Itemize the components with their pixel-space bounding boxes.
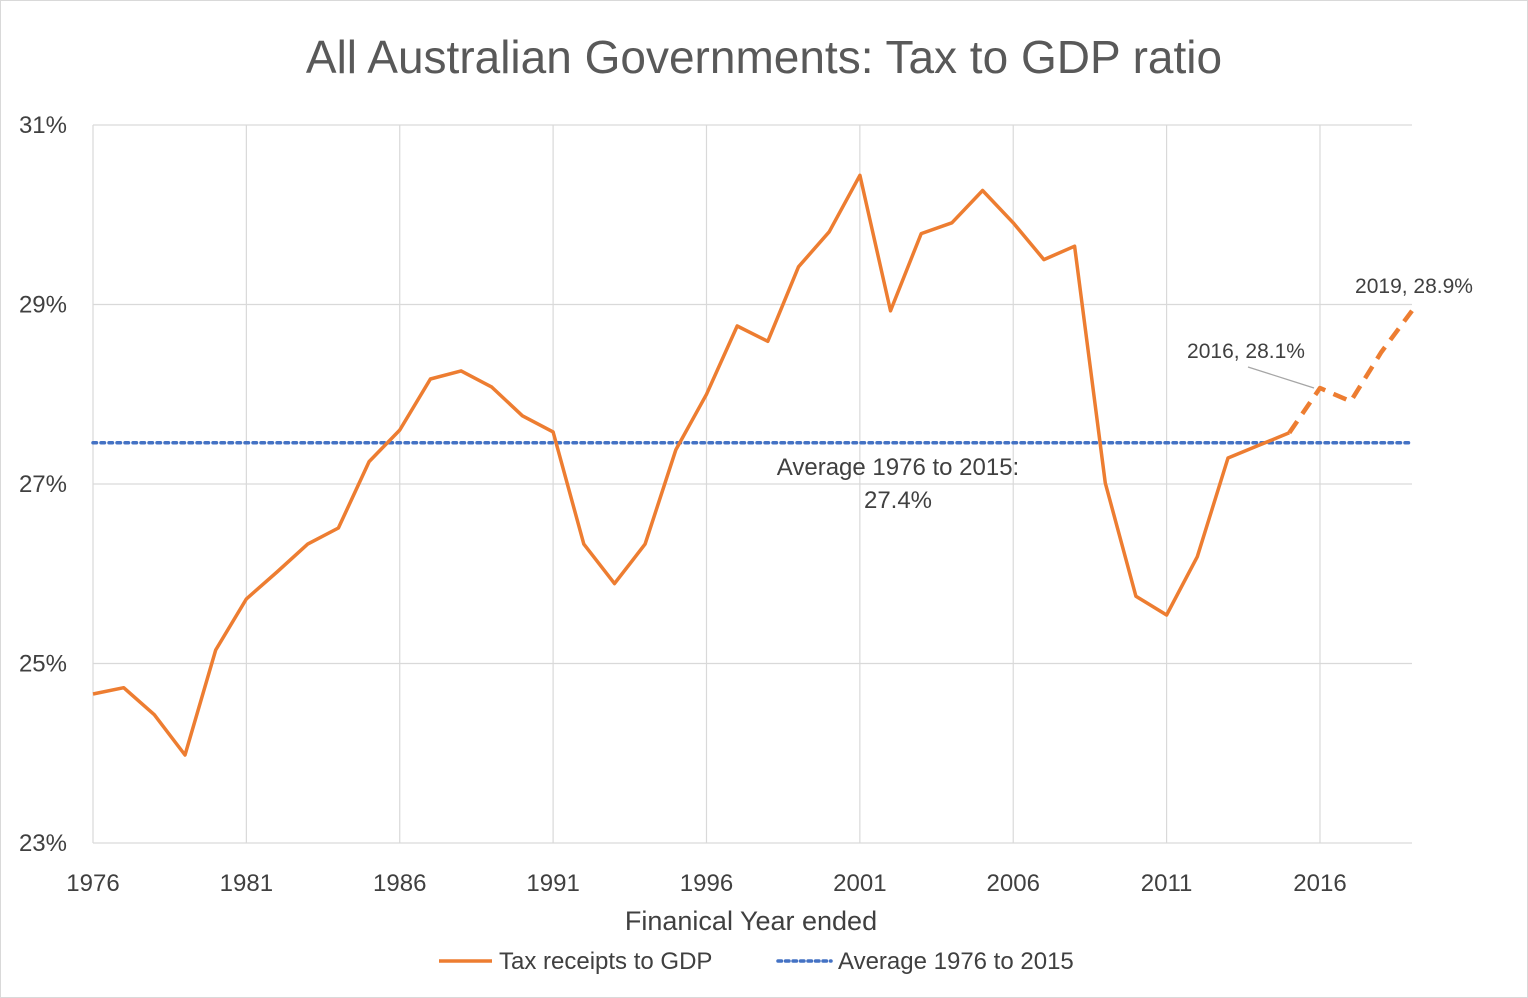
annotation-2019: 2019, 28.9% [1355, 275, 1473, 298]
y-tick-label: 27% [19, 471, 67, 498]
x-tick-label: 2011 [1141, 870, 1193, 897]
average-annotation-line1: Average 1976 to 2015: [777, 454, 1019, 481]
legend-label-average: Average 1976 to 2015 [838, 948, 1074, 975]
series-lines [91, 173, 1414, 757]
y-tick-label: 23% [19, 830, 67, 857]
series-line-dashed [1287, 309, 1414, 435]
x-tick-label: 1996 [680, 870, 733, 897]
annotations: Average 1976 to 2015: 27.4% 2016, 28.1% … [777, 275, 1473, 514]
x-tick-label: 1981 [220, 870, 273, 897]
x-tick-label: 1976 [66, 870, 119, 897]
chart-title: All Australian Governments: Tax to GDP r… [306, 31, 1222, 83]
y-tick-label: 25% [19, 651, 67, 678]
x-tick-label: 2006 [987, 870, 1040, 897]
series-line-solid [92, 173, 1290, 757]
legend: Tax receipts to GDP Average 1976 to 2015 [439, 948, 1074, 975]
legend-label-tax: Tax receipts to GDP [499, 948, 712, 975]
y-axis-ticks: 23% 25% 27% 29% 31% [19, 112, 67, 857]
x-axis-label: Finanical Year ended [625, 906, 877, 936]
x-axis-ticks: 1976 1981 1986 1991 1996 2001 2006 2011 2016 [66, 870, 1346, 897]
x-tick-label: 1986 [373, 870, 426, 897]
x-tick-label: 2001 [833, 870, 886, 897]
y-tick-label: 29% [19, 292, 67, 319]
x-tick-label: 2016 [1293, 870, 1346, 897]
x-tick-label: 1991 [526, 870, 579, 897]
y-tick-label: 31% [19, 112, 67, 139]
annotation-2016-leader [1247, 366, 1315, 389]
average-annotation-line2: 27.4% [864, 487, 932, 514]
gridlines [92, 124, 1412, 844]
annotation-2016: 2016, 28.1% [1187, 340, 1305, 363]
